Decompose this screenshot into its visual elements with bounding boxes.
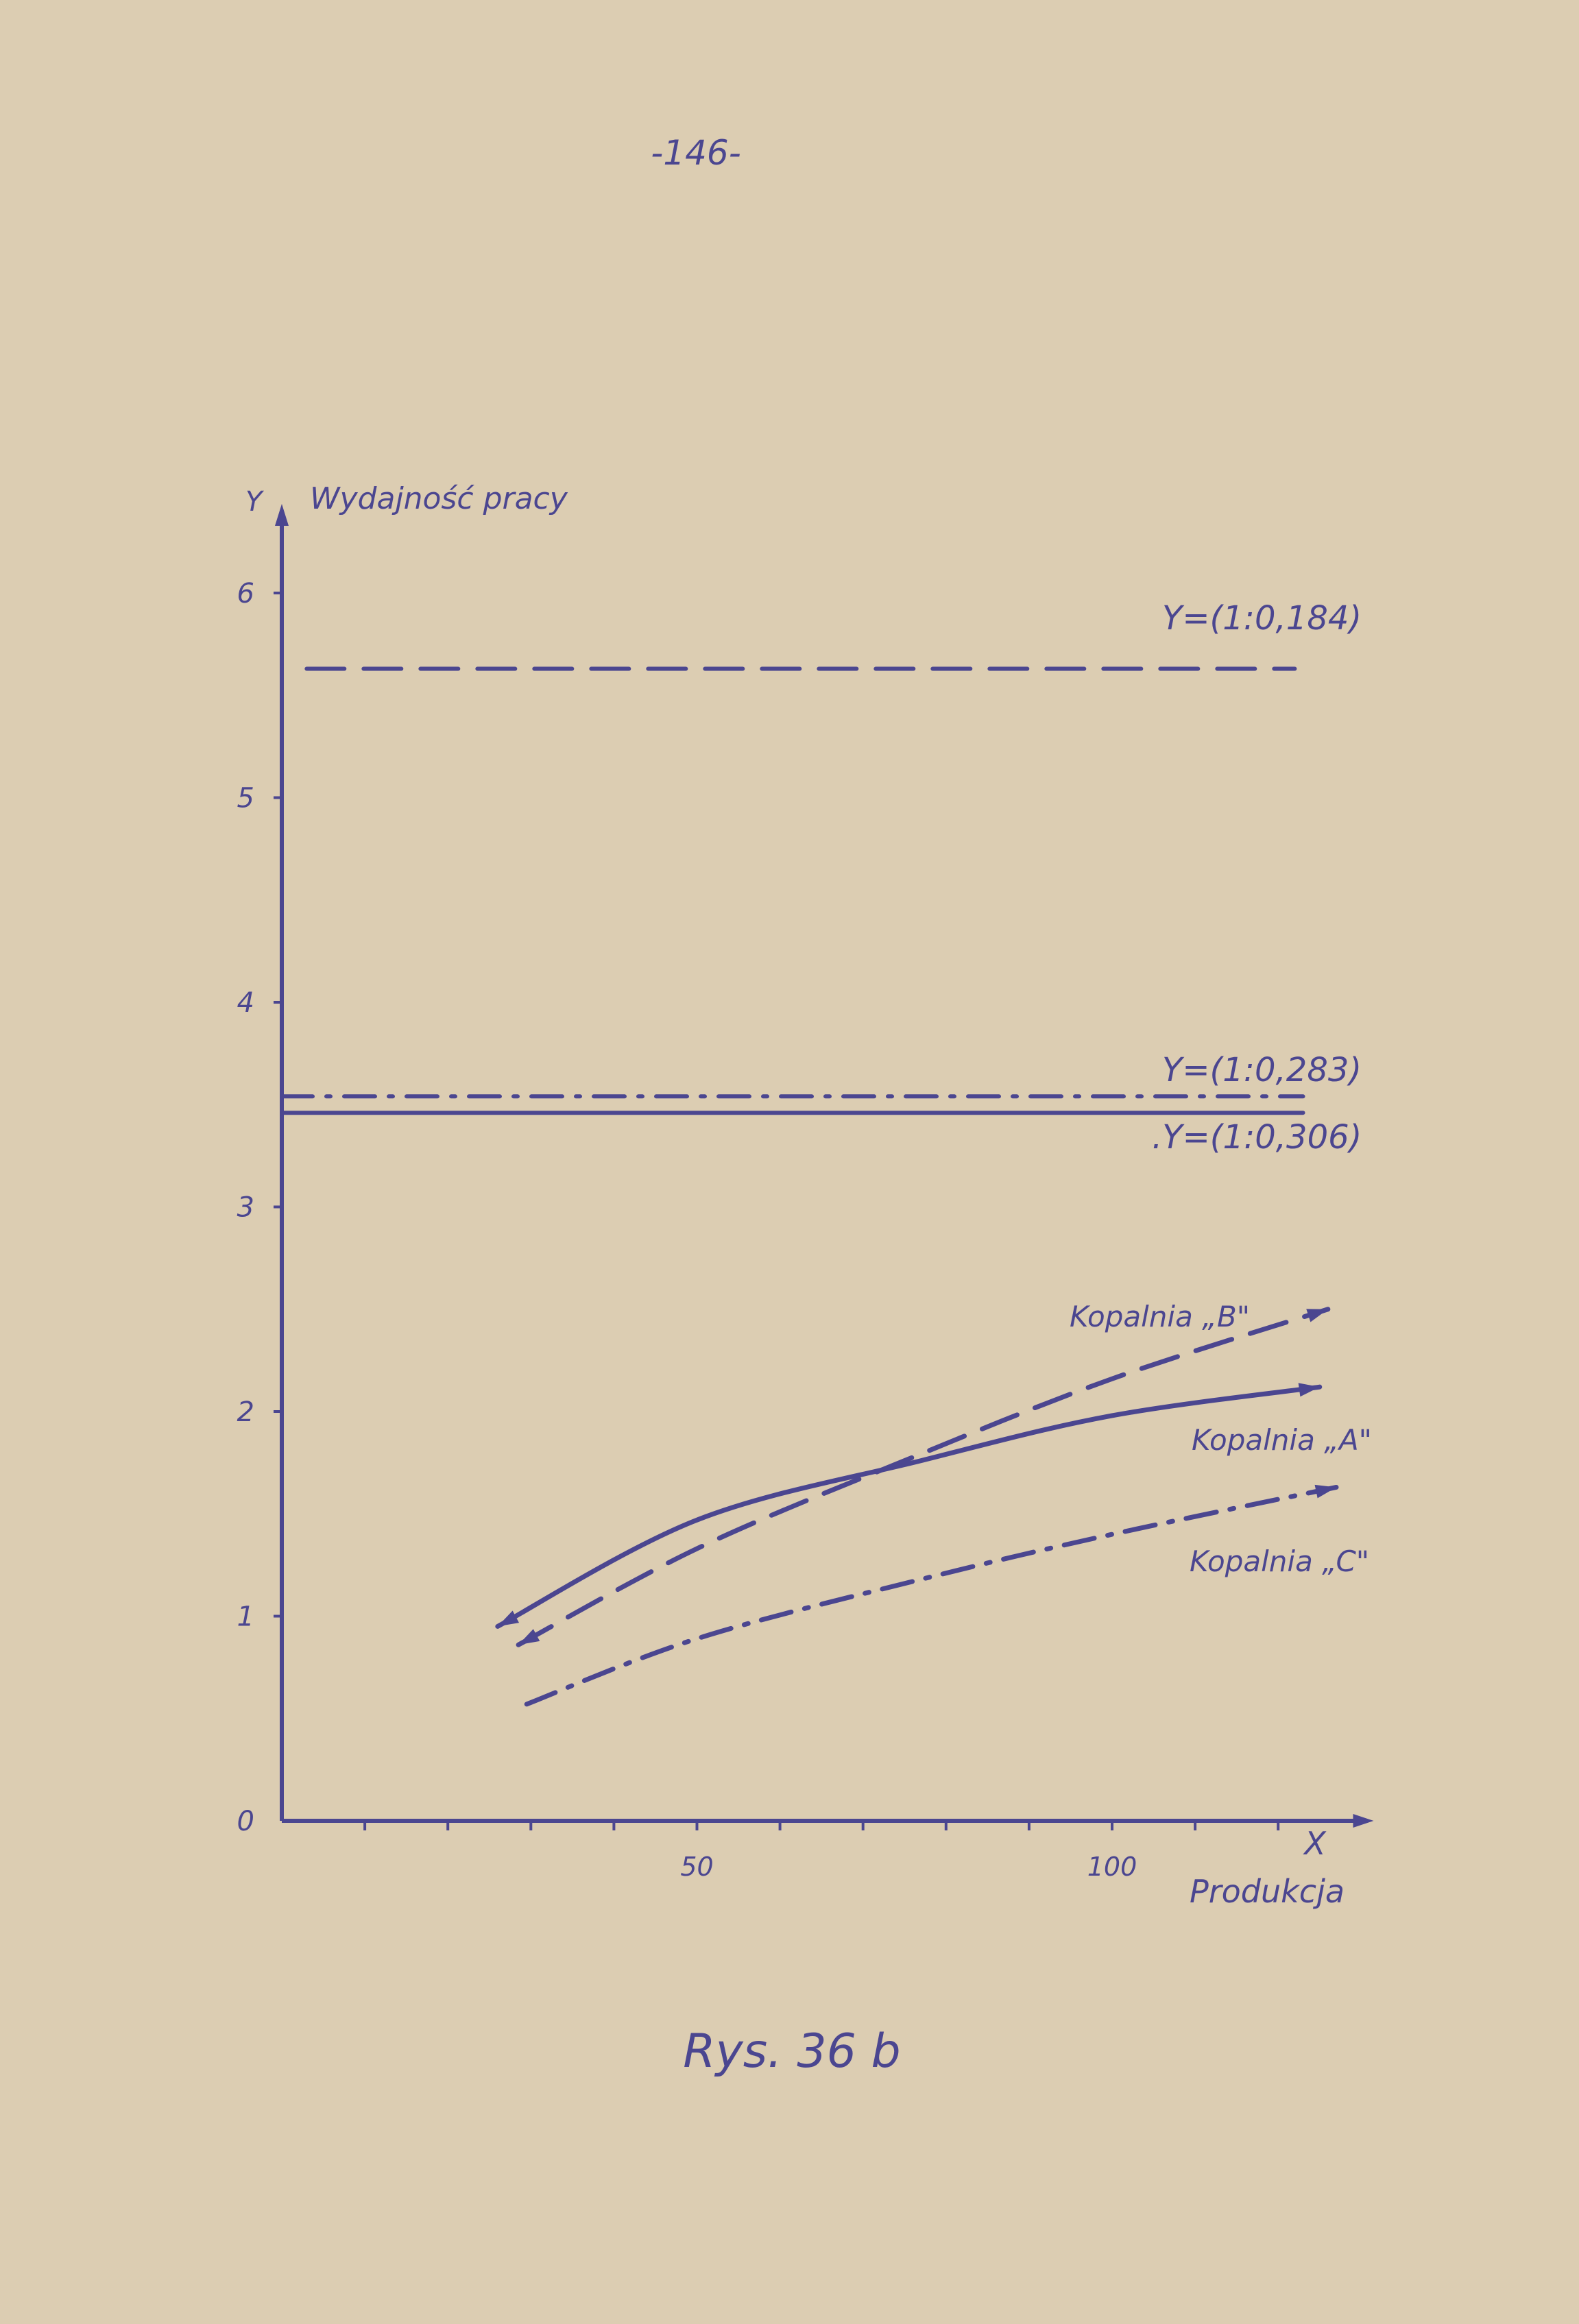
series-line-0: [495, 1384, 1323, 1629]
y-tick-label: 2: [237, 1396, 254, 1428]
series-line-2: [524, 1484, 1339, 1707]
marks: [280, 666, 1339, 1707]
series-arrow-end-0: [1298, 1383, 1320, 1397]
series-label-a: Kopalnia „A": [1192, 1423, 1372, 1457]
y-axis-symbol: Y: [245, 486, 265, 518]
series-arrow-start-0: [497, 1610, 520, 1627]
y-tick-label: 6: [237, 578, 254, 609]
series-arrow-end-1: [1306, 1309, 1328, 1322]
hline-label-283: Y=(1:0,283): [1162, 1051, 1362, 1089]
figure-caption: Rys. 36 b: [683, 2024, 900, 2079]
x-tick-label: 100: [1087, 1852, 1137, 1882]
y-axis-arrow: [275, 504, 289, 526]
y-tick-label: 3: [237, 1192, 254, 1224]
series-label-b: Kopalnia „B": [1070, 1300, 1250, 1333]
series-arrow-end-2: [1314, 1484, 1336, 1499]
series-line-1: [516, 1307, 1331, 1647]
series-label-c: Kopalnia „C": [1190, 1545, 1369, 1578]
axes: 50 100 0 1 2 3 4 5 6: [237, 504, 1374, 1882]
hline-label-306: .Y=(1:0,306): [1152, 1118, 1362, 1157]
x-axis-label: Produkcja: [1190, 1873, 1345, 1910]
y-tick-label: 4: [237, 987, 254, 1019]
x-axis-arrow: [1353, 1814, 1374, 1828]
y-tick-label: 5: [237, 783, 254, 814]
x-tick-label: 50: [680, 1852, 713, 1882]
series-arrow-start-1: [518, 1629, 540, 1645]
hline-label-184: Y=(1:0,184): [1162, 599, 1362, 638]
y-tick-label: 1: [237, 1601, 254, 1633]
y-tick-label: 0: [237, 1806, 254, 1837]
x-axis-symbol: X: [1303, 1825, 1327, 1862]
y-axis-label: Wydajność pracy: [310, 481, 568, 516]
page-number: -146-: [651, 133, 741, 173]
